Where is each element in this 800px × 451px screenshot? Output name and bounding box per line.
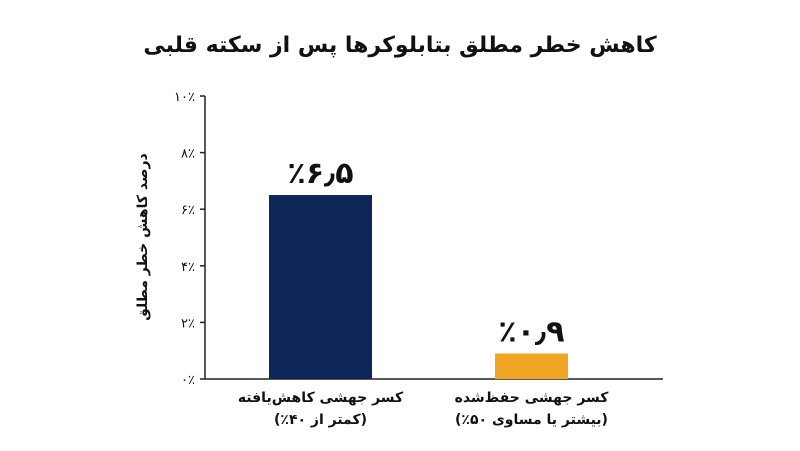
bar <box>495 353 568 379</box>
x-tick-sublabel: (بیشتر یا مساوی ۵۰٪) <box>455 412 608 428</box>
y-tick-label: ۴٪ <box>181 260 195 275</box>
data-labels: ٪۶٫۵ ٪۰٫۹ <box>287 156 564 349</box>
y-tick-label: ۰٪ <box>181 373 195 388</box>
x-tick-label: کسر جهشی کاهش‌یافته <box>238 390 404 406</box>
y-tick-label: ۱۰٪ <box>174 90 195 105</box>
y-ticks: ۰٪ ۲٪ ۴٪ ۶٪ ۸٪ ۱۰٪ <box>174 90 205 388</box>
data-label: ٪۶٫۵ <box>287 156 353 191</box>
y-axis-label: درصد کاهش خطر مطلق <box>135 153 151 320</box>
y-tick-label: ۸٪ <box>181 147 195 162</box>
data-label: ٪۰٫۹ <box>498 315 564 350</box>
chart-title: کاهش خطر مطلق بتابلوکرها پس از سکته قلبی <box>143 33 657 58</box>
x-tick-label: کسر جهشی حفظ‌شده <box>455 390 610 406</box>
bar <box>269 195 372 379</box>
bars <box>269 195 568 379</box>
x-tick-sublabel: (کمتر از ۴۰٪) <box>274 412 367 428</box>
x-tick-labels: کسر جهشی کاهش‌یافته (کمتر از ۴۰٪) کسر جهشی… <box>238 390 609 428</box>
y-tick-label: ۶٪ <box>181 203 195 218</box>
y-tick-label: ۲٪ <box>181 316 195 331</box>
